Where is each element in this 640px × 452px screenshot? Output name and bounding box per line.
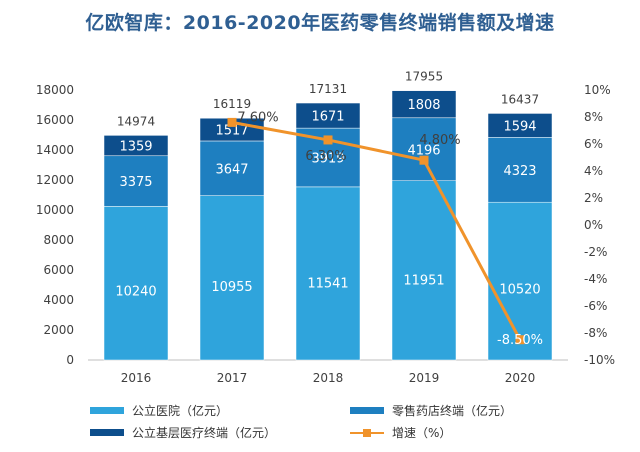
y-right-tick-label: -10% (584, 353, 615, 367)
bar-total-label: 17955 (405, 70, 443, 84)
bar-data-label: 4323 (503, 164, 536, 179)
bar-data-label: 10955 (211, 280, 252, 295)
legend-label-primary-care: 公立基层医疗终端（亿元） (132, 426, 277, 440)
growth-rate-label: 7.60% (237, 110, 278, 125)
y-left-tick-label: 18000 (36, 83, 74, 97)
legend-swatch-primary-care (90, 429, 124, 436)
growth-rate-marker (323, 135, 333, 145)
bar-total-label: 16437 (501, 92, 539, 106)
y-right-tick-label: 0% (584, 218, 603, 232)
bar-data-label: 1359 (119, 140, 152, 155)
chart-title: 亿欧智库：2016-2020年医药零售终端销售额及增速 (85, 12, 555, 34)
bar-data-label: 3375 (119, 175, 152, 190)
growth-rate-label: 4.80% (419, 133, 460, 148)
growth-rate-line (231, 120, 522, 341)
growth-rate-label: 6.30% (305, 149, 346, 164)
bar-data-label: 1517 (215, 124, 248, 139)
growth-rate-label: -8.50% (497, 333, 543, 348)
legend-swatch-public-hospital (90, 407, 124, 414)
bar-primary-care (295, 102, 361, 129)
y-left-tick-label: 4000 (43, 293, 74, 307)
bar-data-label: 1808 (407, 98, 440, 113)
bar-retail-pharmacy (103, 155, 169, 207)
y-left-tick-label: 6000 (43, 263, 74, 277)
legend-item-primary-care: 公立基层医疗终端（亿元） (90, 424, 276, 441)
bar-data-label: 1594 (503, 119, 536, 134)
bar-total-label: 16119 (213, 97, 251, 111)
y-right-tick-label: 6% (584, 137, 603, 151)
bar-public-hospital (103, 206, 169, 361)
y-right-tick-label: -8% (584, 326, 607, 340)
legend-label-retail-pharmacy: 零售药店终端（亿元） (392, 404, 513, 418)
bar-data-label: 3919 (311, 151, 344, 166)
growth-rate-marker (227, 117, 237, 127)
bar-primary-care (103, 135, 169, 157)
bar-data-label: 10520 (499, 283, 540, 298)
y-right-tick-label: 10% (584, 83, 611, 97)
bar-public-hospital (199, 195, 265, 361)
bar-data-label: 11541 (307, 276, 348, 291)
chart-legend: 公立医院（亿元） 零售药店终端（亿元） 公立基层医疗终端（亿元） 增速（%） (0, 398, 640, 448)
y-left-tick-label: 8000 (43, 233, 74, 247)
bar-public-hospital (487, 201, 553, 361)
y-left-tick-label: 16000 (36, 113, 74, 127)
legend-item-growth-rate: 增速（%） (350, 424, 451, 441)
legend-item-retail-pharmacy: 零售药店终端（亿元） (350, 402, 512, 419)
growth-rate-marker (419, 155, 429, 165)
bar-total-label: 17131 (309, 82, 347, 96)
legend-item-public-hospital: 公立医院（亿元） (90, 402, 228, 419)
bar-total-label: 14974 (117, 114, 155, 128)
bar-data-label: 3647 (215, 162, 248, 177)
legend-swatch-growth-rate (350, 428, 384, 438)
x-tick-label: 2019 (409, 371, 440, 385)
y-right-tick-label: 4% (584, 164, 603, 178)
y-right-tick-label: 8% (584, 110, 603, 124)
y-left-tick-label: 14000 (36, 143, 74, 157)
y-right-tick-label: -2% (584, 245, 607, 259)
x-tick-label: 2018 (313, 371, 344, 385)
growth-rate-marker (515, 335, 525, 345)
chart-plot: 0 2000 4000 6000 8000 10000 12000 14000 16000 180… (36, 70, 615, 385)
legend-swatch-retail-pharmacy (350, 407, 384, 414)
bar-public-hospital (295, 186, 361, 361)
bar-data-label: 10240 (115, 284, 156, 299)
y-left-tick-label: 10000 (36, 203, 74, 217)
bar-retail-pharmacy (487, 137, 553, 203)
bar-retail-pharmacy (391, 117, 457, 181)
bar-data-label: 4196 (407, 143, 440, 158)
y-left-tick-label: 2000 (43, 323, 74, 337)
bar-data-label: 11951 (403, 274, 444, 289)
y-left-tick-label: 0 (66, 353, 74, 367)
x-tick-label: 2020 (505, 371, 536, 385)
legend-label-growth-rate: 增速（%） (392, 426, 452, 440)
bar-primary-care (391, 90, 457, 119)
y-right-tick-label: -4% (584, 272, 607, 286)
bar-public-hospital (391, 180, 457, 361)
y-left-tick-label: 12000 (36, 173, 74, 187)
y-right-tick-label: 2% (584, 191, 603, 205)
y-right-tick-label: -6% (584, 299, 607, 313)
legend-label-public-hospital: 公立医院（亿元） (132, 404, 229, 418)
bar-primary-care (487, 113, 553, 138)
x-tick-label: 2017 (217, 371, 248, 385)
bar-data-label: 1671 (311, 110, 344, 125)
x-tick-label: 2016 (121, 371, 152, 385)
